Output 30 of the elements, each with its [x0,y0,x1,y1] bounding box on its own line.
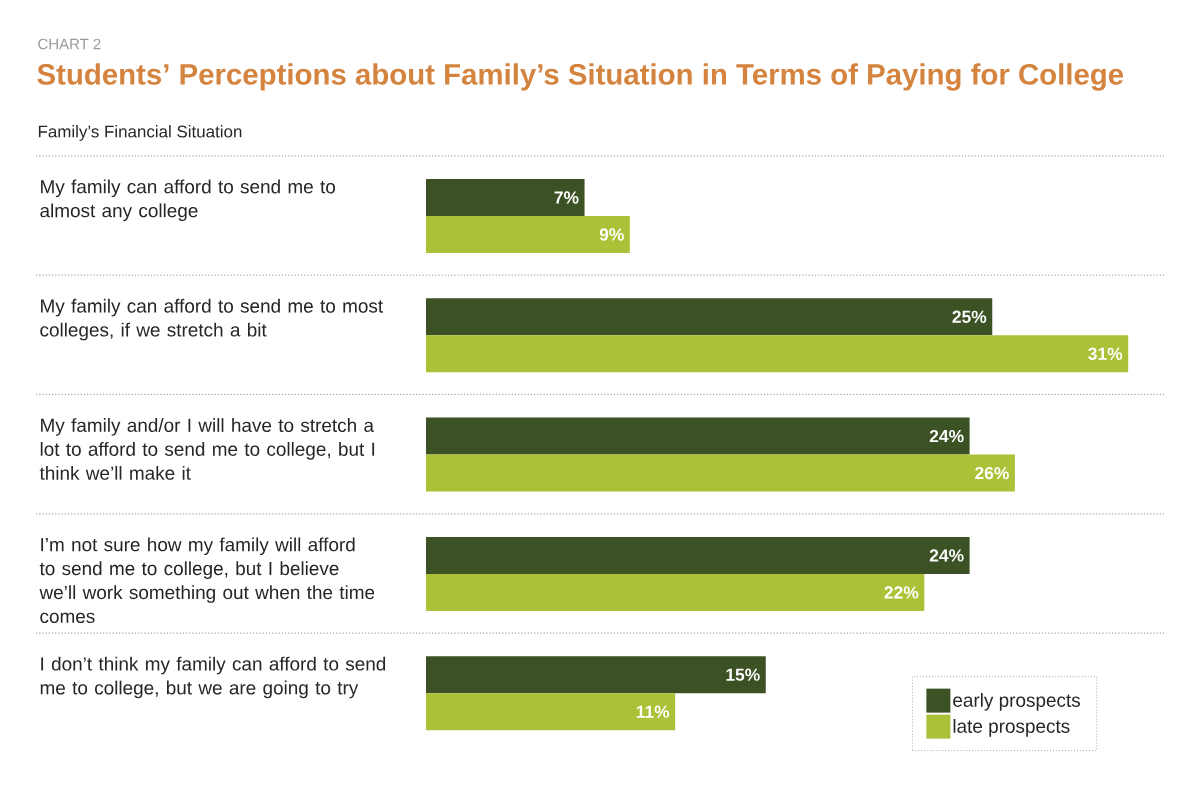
data-label: 22% [884,586,919,599]
data-label: 31% [1088,347,1123,360]
caption: CHART 2 [38,38,101,50]
data-label: 11% [636,705,670,718]
y-tick-label: My family and/or I will have to stretch a lot to afford to send me to college, but I think we’ll make it [39,418,375,480]
data-label: 24% [929,429,964,443]
bar [426,454,1015,492]
bar [426,298,993,336]
chart-title: Students’ Perceptions about Family’s Situation in Terms of Paying for College [37,63,1124,91]
bar [426,536,970,574]
legend-label: late prospects [953,719,1070,737]
data-label: 25% [952,310,987,323]
bar [426,573,925,611]
legend-label: early prospects [953,693,1081,711]
bar [426,215,630,253]
y-tick-label: I don’t think my family can afford to send me to college, but we are going to try [40,656,386,699]
data-label: 7% [554,191,579,204]
y-tick-label: My family can afford to send me to most colleges, if we stretch a bit [40,298,383,341]
data-label: 24% [929,549,964,562]
bar [426,656,766,694]
bar [426,335,1129,373]
bar [426,417,970,455]
y-tick-label: I’m not sure how my family will afford to send me to college, but I believe we’ll work something out when the time comes [39,537,375,624]
bar [426,178,585,216]
data-label: 26% [975,466,1009,480]
y-tick-label: My family can afford to send me to almost any college [40,179,336,222]
data-label: 9% [599,228,624,241]
bar [426,693,676,731]
y-axis-title: Family’s Financial Situation [38,125,242,141]
data-label: 15% [726,668,760,681]
